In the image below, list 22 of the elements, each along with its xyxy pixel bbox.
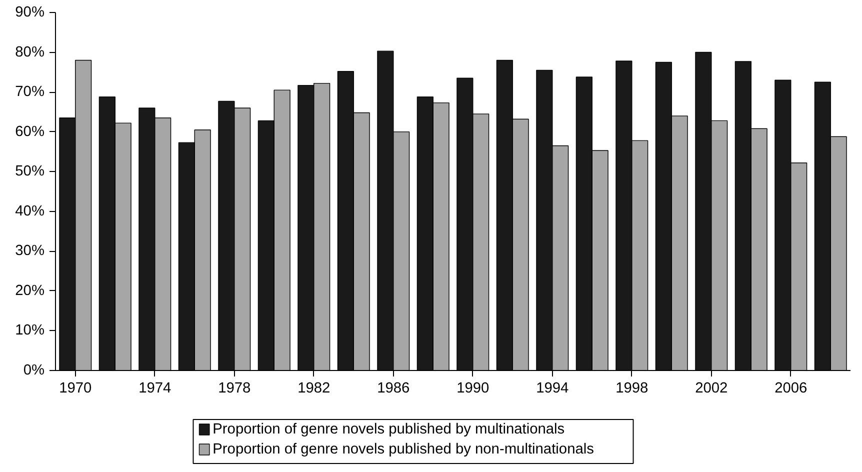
y-tick-label: 70% [15, 84, 45, 100]
y-tick-label: 10% [15, 322, 45, 339]
y-tick-label: 60% [15, 124, 45, 140]
x-tick-label: 1986 [377, 380, 410, 396]
y-tick-label: 20% [15, 282, 45, 299]
x-tick-label: 1974 [138, 380, 172, 396]
x-tick-label: 1982 [298, 380, 330, 396]
y-tick-label: 90% [15, 4, 45, 20]
y-tick-label: 50% [15, 164, 45, 180]
x-tick-label: 1998 [616, 380, 648, 396]
y-tick-label: 0% [23, 362, 45, 378]
x-tick-label: 2006 [774, 380, 808, 396]
y-tick-label: 80% [15, 44, 45, 60]
x-tick-label: 1990 [456, 380, 490, 396]
x-tick-label: 1994 [536, 380, 569, 396]
x-tick-label: 2002 [695, 380, 728, 396]
x-tick-label: 1978 [218, 380, 251, 396]
legend-label: Proportion of genre novels published by non-multinationals [212, 442, 594, 458]
legend-label: Proportion of genre novels published by multinationals [212, 422, 565, 438]
y-tick-label: 30% [15, 243, 45, 260]
y-tick-label: 40% [15, 203, 45, 220]
x-tick-label: 1970 [59, 380, 92, 396]
